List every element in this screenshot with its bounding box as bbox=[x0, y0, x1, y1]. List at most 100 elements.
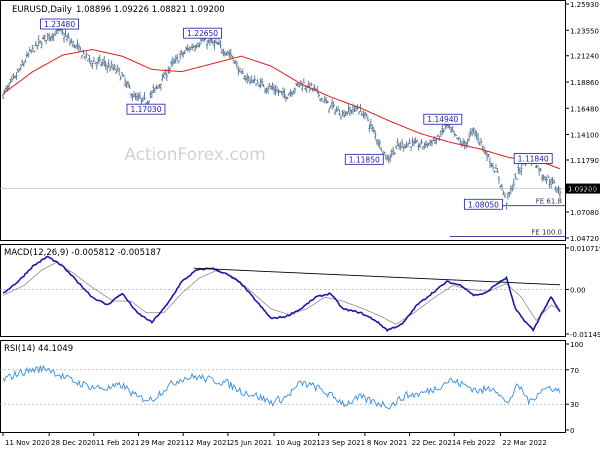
price-ytick-label: 1.23550 bbox=[570, 27, 599, 35]
price-bar bbox=[470, 127, 474, 137]
price-bar bbox=[65, 34, 69, 43]
price-bar bbox=[411, 137, 414, 147]
price-bar bbox=[295, 82, 298, 86]
price-bar bbox=[409, 146, 413, 152]
macd-panel-frame bbox=[0, 244, 566, 337]
price-bar bbox=[132, 90, 136, 98]
price-bar bbox=[327, 107, 331, 114]
price-bar bbox=[323, 95, 326, 104]
price-bar bbox=[348, 106, 352, 116]
price-bar bbox=[214, 38, 218, 44]
price-bar bbox=[196, 42, 200, 47]
price-bar bbox=[152, 84, 155, 93]
price-bar bbox=[205, 40, 209, 50]
price-bar bbox=[332, 101, 335, 109]
price-bar bbox=[137, 92, 140, 101]
price-annotation: 1.11840 bbox=[513, 153, 553, 164]
price-bar bbox=[19, 63, 23, 70]
price-bar bbox=[292, 89, 295, 95]
price-bar bbox=[290, 91, 294, 97]
svg-text:1.23480: 1.23480 bbox=[44, 20, 75, 29]
price-bar bbox=[439, 130, 443, 138]
price-bar bbox=[280, 91, 283, 95]
price-bar bbox=[277, 88, 280, 96]
price-bar bbox=[62, 32, 66, 43]
price-bar bbox=[296, 82, 300, 87]
price-bar bbox=[106, 64, 109, 74]
price-bar bbox=[418, 142, 422, 149]
price-bar bbox=[104, 60, 107, 70]
price-bar bbox=[25, 51, 29, 59]
price-bar bbox=[283, 88, 286, 99]
price-bar bbox=[457, 137, 460, 141]
price-bar bbox=[73, 44, 76, 49]
price-bar bbox=[179, 51, 182, 60]
price-bar bbox=[467, 132, 471, 141]
price-bar bbox=[427, 142, 431, 146]
price-bar bbox=[16, 68, 20, 73]
price-bar bbox=[417, 143, 420, 151]
price-bar bbox=[167, 66, 170, 74]
price-bar bbox=[94, 62, 97, 65]
svg-text:1.17030: 1.17030 bbox=[130, 105, 161, 114]
price-annotation: 1.22650 bbox=[183, 27, 222, 39]
price-bar bbox=[341, 109, 344, 117]
price-bar bbox=[286, 96, 289, 100]
price-bar bbox=[33, 50, 36, 53]
price-bar bbox=[44, 39, 48, 45]
price-bar bbox=[391, 146, 395, 155]
price-bar bbox=[15, 72, 18, 81]
price-bar bbox=[18, 68, 21, 72]
price-bar bbox=[182, 51, 185, 59]
rsi-ytick-label: 30 bbox=[570, 401, 579, 409]
svg-text:1.11850: 1.11850 bbox=[349, 155, 380, 164]
price-layer: FE 61.8 FE 100.0 1.23480 1.17030 1.22650 1.14… bbox=[0, 18, 600, 237]
price-bar bbox=[250, 75, 253, 84]
price-bar bbox=[180, 49, 183, 56]
price-bar bbox=[34, 41, 37, 47]
price-bar bbox=[114, 68, 118, 74]
price-bar bbox=[39, 40, 42, 44]
price-bar bbox=[170, 60, 173, 68]
price-bar bbox=[135, 92, 139, 102]
rsi-ytick-label: 100 bbox=[570, 341, 583, 349]
price-bar bbox=[36, 44, 39, 51]
price-bar bbox=[249, 78, 252, 85]
price-annotation: 1.08050 bbox=[463, 198, 503, 210]
price-bar bbox=[50, 32, 54, 41]
price-ytick-label: 1.21240 bbox=[570, 53, 599, 61]
price-bar bbox=[302, 78, 306, 84]
price-bar bbox=[394, 145, 398, 150]
price-ytick-label: 1.07080 bbox=[570, 209, 599, 217]
x-tick-label: 23 Sep 2021 bbox=[321, 439, 365, 447]
price-bar bbox=[76, 39, 79, 50]
price-bar bbox=[336, 105, 340, 111]
x-tick-label: 22 Dec 2021 bbox=[412, 439, 457, 447]
price-bar bbox=[183, 50, 186, 55]
price-bar bbox=[171, 56, 174, 67]
price-bar bbox=[311, 87, 314, 92]
price-bar bbox=[344, 110, 347, 116]
price-bar bbox=[386, 154, 389, 161]
price-bar bbox=[430, 139, 434, 147]
price-bar bbox=[97, 57, 100, 65]
price-bar bbox=[342, 110, 346, 119]
price-bar bbox=[293, 87, 297, 94]
price-bar bbox=[491, 162, 495, 170]
price-bar bbox=[232, 59, 236, 64]
price-bar bbox=[494, 164, 498, 170]
price-bar bbox=[426, 142, 429, 149]
price-bar bbox=[161, 73, 164, 82]
price-bar bbox=[552, 178, 556, 184]
price-bar bbox=[107, 59, 110, 69]
price-bar bbox=[216, 41, 219, 45]
price-bar bbox=[403, 143, 407, 150]
price-bar bbox=[22, 62, 26, 67]
price-bar bbox=[134, 92, 137, 100]
price-bar bbox=[442, 128, 446, 133]
macd-ytick-label: 0.00 bbox=[570, 286, 586, 294]
price-bar bbox=[247, 75, 250, 82]
rsi-panel-frame bbox=[0, 340, 566, 433]
price-annotation: 1.23480 bbox=[40, 18, 79, 30]
price-bar bbox=[324, 96, 328, 104]
